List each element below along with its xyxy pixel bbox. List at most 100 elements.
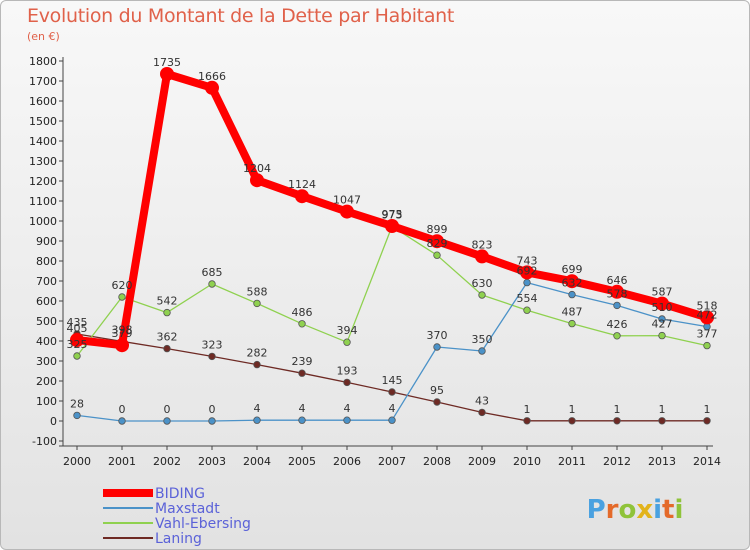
data-point: [253, 299, 261, 308]
data-label: 1735: [153, 56, 181, 69]
data-point: [298, 369, 306, 377]
x-tick-label: 2005: [288, 455, 316, 468]
x-tick-label: 2004: [243, 455, 271, 468]
data-label: 325: [67, 338, 88, 351]
data-point: [118, 293, 126, 301]
x-tick-label: 2002: [153, 455, 181, 468]
data-label: 28: [70, 397, 84, 410]
data-label: 377: [697, 328, 718, 341]
data-label: 632: [562, 277, 583, 290]
data-label: 0: [119, 403, 126, 416]
chart-subtitle: (en €): [27, 30, 60, 43]
data-point: [208, 280, 216, 288]
data-label: 4: [299, 402, 306, 415]
proxiti-logo: Proxiti: [587, 495, 684, 525]
data-label: 699: [562, 263, 583, 276]
data-label: 487: [562, 306, 583, 319]
data-label: 685: [202, 266, 223, 279]
data-point: [568, 319, 576, 328]
x-tick-label: 2013: [648, 455, 676, 468]
data-label: 486: [292, 306, 313, 319]
data-label: 620: [112, 279, 133, 292]
data-label: 239: [292, 355, 313, 368]
data-label: 4: [254, 402, 261, 415]
data-point: [523, 278, 531, 287]
data-label: 692: [517, 265, 538, 278]
data-point: [343, 416, 351, 424]
x-tick-label: 2001: [108, 455, 136, 468]
y-tick-label: 1200: [29, 175, 57, 188]
data-point: [658, 417, 666, 425]
data-point: [298, 416, 306, 424]
data-label: 1: [659, 403, 666, 416]
y-tick-label: 100: [36, 395, 57, 408]
data-point: [433, 398, 441, 406]
data-label: 510: [652, 301, 673, 314]
data-label: 578: [607, 287, 628, 300]
data-label: 975: [382, 208, 403, 221]
y-tick-label: 1600: [29, 95, 57, 108]
data-point: [703, 341, 711, 350]
data-point: [655, 296, 669, 311]
data-point: [343, 338, 351, 346]
y-tick-label: 400: [36, 335, 57, 348]
data-point: [613, 417, 621, 425]
data-point: [385, 219, 399, 233]
data-point: [118, 417, 126, 425]
data-label: 426: [607, 318, 628, 331]
data-point: [160, 67, 174, 81]
data-label: 405: [67, 322, 88, 335]
x-tick-label: 2011: [558, 455, 586, 468]
data-label: 554: [517, 292, 538, 305]
data-point: [433, 251, 441, 259]
data-point: [163, 417, 171, 425]
data-label: 145: [382, 374, 403, 387]
data-label: 0: [209, 403, 216, 416]
data-point: [478, 408, 486, 417]
x-tick-label: 2007: [378, 455, 406, 468]
data-point: [700, 310, 714, 325]
data-label: 587: [652, 286, 673, 299]
x-tick-label: 2012: [603, 455, 631, 468]
data-point: [433, 343, 441, 351]
data-point: [70, 333, 84, 347]
data-label: 1204: [243, 162, 271, 175]
chart-title: Evolution du Montant de la Dette par Hab…: [27, 5, 455, 27]
data-label: 1: [569, 403, 576, 416]
data-point: [658, 315, 666, 323]
data-point: [115, 338, 129, 353]
data-label: 829: [427, 237, 448, 250]
data-label: 1: [524, 403, 531, 416]
data-point: [253, 360, 261, 369]
data-point: [388, 388, 396, 396]
data-label: 379: [112, 327, 133, 340]
x-tick-label: 2010: [513, 455, 541, 468]
y-tick-label: 1100: [29, 195, 57, 208]
data-point: [253, 416, 261, 424]
x-tick-label: 2008: [423, 455, 451, 468]
y-tick-label: 1400: [29, 135, 57, 148]
data-label: 1: [614, 403, 621, 416]
data-label: 427: [652, 318, 673, 331]
y-tick-label: -100: [32, 435, 57, 448]
data-label: 630: [472, 277, 493, 290]
y-tick-label: 200: [36, 375, 57, 388]
data-label: 4: [344, 402, 351, 415]
data-point: [163, 344, 171, 353]
data-label: 350: [472, 333, 493, 346]
x-tick-label: 2000: [63, 455, 91, 468]
data-point: [478, 291, 486, 299]
data-label: 394: [337, 324, 358, 337]
data-label: 362: [157, 331, 178, 344]
data-label: 472: [697, 309, 718, 322]
legend-entry: Laning: [155, 531, 202, 547]
data-label: 43: [475, 394, 489, 407]
data-point: [475, 249, 489, 264]
data-label: 282: [247, 347, 268, 360]
y-tick-label: 1700: [29, 75, 57, 88]
y-tick-label: 600: [36, 295, 57, 308]
data-point: [208, 352, 216, 361]
data-point: [523, 417, 531, 425]
data-point: [568, 290, 576, 299]
data-point: [73, 411, 81, 420]
